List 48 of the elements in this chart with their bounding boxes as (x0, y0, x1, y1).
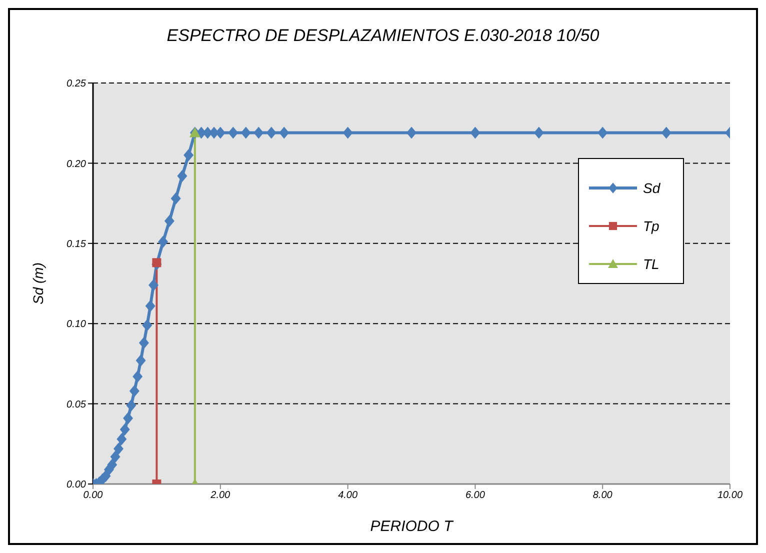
point (240, 126, 251, 139)
point (266, 126, 276, 139)
point (148, 279, 159, 292)
y-tick-label: 0.10 (66, 319, 86, 330)
point (129, 384, 140, 397)
point (152, 258, 162, 268)
point (342, 126, 353, 139)
point (177, 170, 188, 182)
y-tick-label: 0.15 (66, 238, 86, 250)
point (470, 126, 480, 139)
point (254, 126, 264, 139)
y-tick-label: 0.00 (66, 480, 86, 491)
x-tick-label: 0.00 (83, 490, 104, 502)
point (113, 442, 124, 455)
x-tick-label: 2.00 (210, 490, 231, 502)
point (116, 433, 127, 446)
point (132, 370, 143, 383)
point (184, 149, 194, 162)
point (145, 300, 156, 312)
point (123, 412, 134, 424)
point (406, 126, 416, 139)
point (142, 319, 152, 332)
x-axis-title: PERIODO T (370, 518, 455, 535)
point (136, 354, 146, 366)
legend-label: Sd (643, 180, 660, 196)
point (279, 126, 290, 139)
x-tick-label: 6.00 (465, 490, 486, 502)
point (120, 423, 130, 436)
x-tick-label: 10.00 (717, 490, 743, 502)
y-tick-label: 0.05 (66, 399, 86, 410)
x-tick-label: 4.00 (338, 490, 358, 502)
legend-label: TL (643, 256, 660, 272)
point (228, 126, 238, 139)
chart-title: ESPECTRO DE DESPLAZAMIENTOS E.030-2018 10/50 (166, 26, 600, 45)
point (158, 236, 168, 248)
point (126, 399, 136, 412)
x-tick-label: 8.00 (592, 490, 613, 502)
y-tick-label: 0.20 (66, 158, 86, 170)
point (110, 450, 120, 463)
point (170, 192, 181, 204)
legend-label: Tp (643, 218, 660, 234)
y-axis-title: Sd (m) (30, 262, 46, 304)
point (164, 214, 174, 227)
y-tick-label: 0.25 (66, 78, 86, 90)
point (598, 126, 608, 139)
point (138, 336, 149, 349)
point (661, 126, 672, 139)
point (534, 126, 544, 139)
